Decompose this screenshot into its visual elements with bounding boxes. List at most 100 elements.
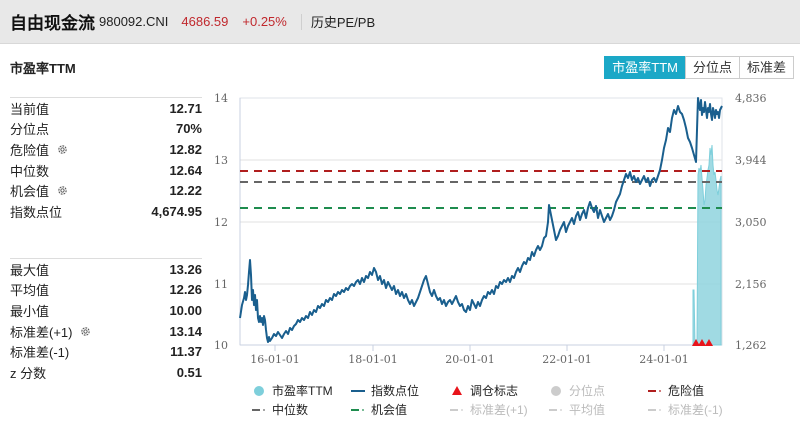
legend-item-std-minus[interactable]: 标准差(-1) [648, 401, 747, 418]
stat-label: 中位数 [10, 161, 49, 180]
legend-item-median[interactable]: 中位数 [252, 401, 351, 418]
stat-label: 标准差(+1) [10, 322, 91, 341]
gear-icon[interactable] [57, 144, 68, 155]
pe-ttm-area [692, 144, 722, 346]
stat-value: 10.00 [169, 302, 202, 318]
index-change: +0.25% [242, 14, 287, 29]
stat-label-text: 中位数 [10, 163, 50, 179]
right-axis-labels: 4,836 3,944 3,050 2,156 1,262 [735, 92, 767, 352]
stat-row-min: 最小值 10.00 [10, 300, 202, 321]
legend-item-rebalance[interactable]: 调仓标志 [450, 382, 549, 399]
legend-item-index-level[interactable]: 指数点位 [351, 382, 450, 399]
stat-label: 机会值 [10, 181, 68, 200]
legend-item-mean[interactable]: 平均值 [549, 401, 648, 418]
dash-icon [252, 408, 266, 412]
stat-label-text: 分位点 [10, 122, 50, 138]
dash-icon [351, 408, 365, 412]
rebalance-markers [692, 339, 713, 346]
stat-label: z 分数 [10, 363, 46, 382]
x-tick-label: 16-01-01 [250, 353, 299, 366]
x-axis-labels: 16-01-01 18-01-01 20-01-01 22-01-01 24-0… [250, 353, 688, 366]
legend-label: 危险值 [668, 384, 705, 398]
stat-value: 12.71 [169, 100, 202, 116]
stat-value: 4,674.95 [151, 203, 202, 219]
stat-label: 当前值 [10, 99, 49, 118]
stat-label-text: 标准差(-1) [10, 345, 70, 361]
line-icon [351, 389, 365, 393]
stat-row-median: 中位数 12.64 [10, 160, 202, 181]
chart-legend: 市盈率TTM 指数点位 调仓标志 分位点 危险值 中位数 机会值 [252, 381, 800, 419]
legend-item-percentile[interactable]: 分位点 [549, 382, 648, 399]
tab-pe-ttm[interactable]: 市盈率TTM [604, 56, 686, 79]
y-right-tick: 4,836 [735, 92, 767, 105]
stat-label-text: 标准差(+1) [10, 324, 73, 340]
rebalance-marker-icon[interactable] [692, 339, 700, 346]
history-pe-pb-link[interactable]: 历史PE/PB [310, 15, 376, 30]
gridlines [240, 159, 722, 285]
x-tick-label: 20-01-01 [445, 353, 494, 366]
stat-row-std-plus: 标准差(+1) 13.14 [10, 321, 202, 342]
x-tick-label: 24-01-01 [639, 353, 688, 366]
legend-item-std-plus[interactable]: 标准差(+1) [450, 401, 549, 418]
stat-value: 11.37 [170, 344, 202, 360]
legend-item-danger[interactable]: 危险值 [648, 382, 747, 399]
stat-label-text: 指数点位 [10, 204, 63, 220]
stat-label-text: 最小值 [10, 303, 50, 319]
stat-label: 最小值 [10, 301, 49, 320]
x-ticks [274, 345, 665, 351]
stat-row-mean: 平均值 12.26 [10, 280, 202, 301]
index-price: 4686.59 [181, 14, 229, 29]
legend-label: 调仓标志 [470, 384, 519, 398]
legend-label: 标准差(+1) [470, 403, 528, 417]
tab-std-dev[interactable]: 标准差 [738, 56, 794, 79]
index-name: 自由现金流 [10, 14, 95, 33]
stat-label-text: 机会值 [10, 184, 50, 200]
rebalance-marker-icon[interactable] [705, 339, 713, 346]
gear-icon[interactable] [80, 326, 91, 337]
y-right-tick: 3,944 [735, 154, 767, 167]
stat-row-current: 当前值 12.71 [10, 98, 202, 119]
y-right-tick: 2,156 [735, 278, 767, 291]
legend-label: 中位数 [272, 403, 309, 417]
stat-label: 分位点 [10, 119, 49, 138]
stat-row-opportunity: 机会值 12.22 [10, 180, 202, 201]
section-title: 市盈率TTM [10, 61, 76, 76]
dash-icon [549, 408, 563, 412]
stat-label: 危险值 [10, 140, 68, 159]
stat-label: 标准差(-1) [10, 342, 69, 361]
legend-item-opportunity[interactable]: 机会值 [351, 401, 450, 418]
legend-label: 市盈率TTM [272, 384, 333, 398]
triangle-icon [450, 385, 464, 396]
stat-row-std-minus: 标准差(-1) 11.37 [10, 341, 202, 362]
y-left-tick: 13 [214, 154, 228, 167]
index-level-line [239, 97, 723, 343]
stat-value: 0.51 [176, 364, 202, 380]
dash-icon [648, 389, 662, 393]
stat-value: 12.26 [169, 282, 202, 298]
dash-icon [450, 408, 464, 412]
stat-label-text: 平均值 [10, 283, 50, 299]
y-left-tick: 14 [214, 92, 228, 105]
stat-label-text: 危险值 [10, 142, 50, 158]
index-code: 980092.CNI [99, 14, 169, 29]
stats-distribution: 最大值 13.26 平均值 12.26 最小值 10.00 标准差(+1) 13… [10, 258, 202, 383]
stat-label-text: z 分数 [10, 365, 47, 381]
stat-label: 指数点位 [10, 202, 62, 221]
stat-value: 13.26 [169, 261, 202, 277]
stat-row-danger: 危险值 12.82 [10, 139, 202, 160]
dot-icon [252, 385, 266, 397]
legend-label: 机会值 [371, 403, 408, 417]
legend-row: 市盈率TTM 指数点位 调仓标志 分位点 危险值 [252, 381, 800, 400]
stat-value: 12.22 [169, 183, 202, 199]
gear-icon[interactable] [57, 185, 68, 196]
legend-label: 平均值 [569, 403, 606, 417]
tab-percentile[interactable]: 分位点 [684, 56, 740, 79]
stat-value: 70% [175, 121, 202, 137]
stat-value: 12.82 [169, 141, 202, 157]
stats-current: 当前值 12.71 分位点 70% 危险值 12.82 中位数 12.64 机会… [10, 97, 202, 222]
stat-label: 最大值 [10, 260, 49, 279]
y-right-tick: 1,262 [735, 339, 767, 352]
legend-item-pe-ttm[interactable]: 市盈率TTM [252, 382, 351, 399]
header-divider [300, 13, 302, 30]
rebalance-marker-icon[interactable] [698, 339, 706, 346]
